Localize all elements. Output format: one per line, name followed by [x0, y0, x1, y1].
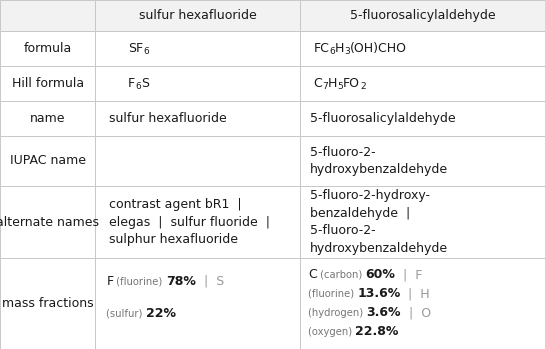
- Bar: [0, 0, 95, 31]
- Bar: [95, 0, 300, 31]
- Text: formula: formula: [23, 42, 72, 55]
- Bar: [0, 258, 95, 349]
- Text: Hill formula: Hill formula: [11, 77, 84, 90]
- Text: 3: 3: [344, 47, 350, 57]
- Text: 5-fluoro-2-
hydroxybenzaldehyde: 5-fluoro-2- hydroxybenzaldehyde: [310, 146, 447, 176]
- Text: S: S: [141, 77, 149, 90]
- Text: |  F: | F: [395, 268, 422, 281]
- Text: 7: 7: [322, 82, 328, 91]
- Text: (OH)CHO: (OH)CHO: [350, 42, 407, 55]
- Text: (hydrogen): (hydrogen): [308, 307, 366, 318]
- Text: 78%: 78%: [166, 275, 196, 288]
- Bar: [0, 31, 95, 66]
- Text: 5-fluorosalicylaldehyde: 5-fluorosalicylaldehyde: [310, 112, 455, 125]
- Text: sulfur hexafluoride: sulfur hexafluoride: [109, 112, 227, 125]
- Text: |  O: | O: [401, 306, 431, 319]
- Text: (fluorine): (fluorine): [308, 289, 357, 299]
- Text: F: F: [106, 275, 113, 288]
- Bar: [95, 258, 300, 349]
- Bar: [95, 31, 300, 66]
- Text: (fluorine): (fluorine): [113, 276, 166, 287]
- Text: H: H: [328, 77, 337, 90]
- Bar: [300, 31, 545, 66]
- Text: mass fractions: mass fractions: [2, 297, 94, 310]
- Text: 6: 6: [143, 47, 149, 57]
- Text: FO: FO: [343, 77, 360, 90]
- Text: 5-fluorosalicylaldehyde: 5-fluorosalicylaldehyde: [349, 9, 495, 22]
- Text: H: H: [335, 42, 344, 55]
- Text: SF: SF: [128, 42, 143, 55]
- Text: 22.8%: 22.8%: [355, 325, 398, 338]
- Text: 13.6%: 13.6%: [357, 287, 401, 300]
- Text: (sulfur): (sulfur): [106, 309, 146, 319]
- Bar: [300, 0, 545, 31]
- Bar: [300, 136, 545, 186]
- Text: F: F: [128, 77, 135, 90]
- Text: 6: 6: [135, 82, 141, 91]
- Text: name: name: [30, 112, 65, 125]
- Text: (carbon): (carbon): [317, 270, 365, 280]
- Text: |  S: | S: [196, 275, 224, 288]
- Text: C: C: [313, 77, 322, 90]
- Text: 22%: 22%: [146, 307, 176, 320]
- Text: 60%: 60%: [365, 268, 395, 281]
- Text: C: C: [308, 268, 317, 281]
- Text: 3.6%: 3.6%: [366, 306, 401, 319]
- Text: |  H: | H: [401, 287, 430, 300]
- Text: alternate names: alternate names: [0, 215, 99, 229]
- Bar: [300, 186, 545, 258]
- Bar: [300, 66, 545, 101]
- Text: 6: 6: [329, 47, 335, 57]
- Bar: [95, 101, 300, 136]
- Bar: [0, 66, 95, 101]
- Bar: [95, 186, 300, 258]
- Bar: [300, 101, 545, 136]
- Text: 5: 5: [337, 82, 343, 91]
- Text: 2: 2: [360, 82, 366, 91]
- Bar: [0, 101, 95, 136]
- Text: FC: FC: [313, 42, 329, 55]
- Text: (oxygen): (oxygen): [308, 327, 355, 336]
- Text: sulfur hexafluoride: sulfur hexafluoride: [138, 9, 257, 22]
- Bar: [95, 136, 300, 186]
- Bar: [95, 66, 300, 101]
- Text: IUPAC name: IUPAC name: [10, 154, 86, 168]
- Bar: [0, 136, 95, 186]
- Bar: [0, 186, 95, 258]
- Bar: [300, 258, 545, 349]
- Text: 5-fluoro-2-hydroxy-
benzaldehyde  |
5-fluoro-2-
hydroxybenzaldehyde: 5-fluoro-2-hydroxy- benzaldehyde | 5-flu…: [310, 189, 447, 255]
- Text: contrast agent bR1  |
elegas  |  sulfur fluoride  |
sulphur hexafluoride: contrast agent bR1 | elegas | sulfur flu…: [109, 198, 270, 246]
